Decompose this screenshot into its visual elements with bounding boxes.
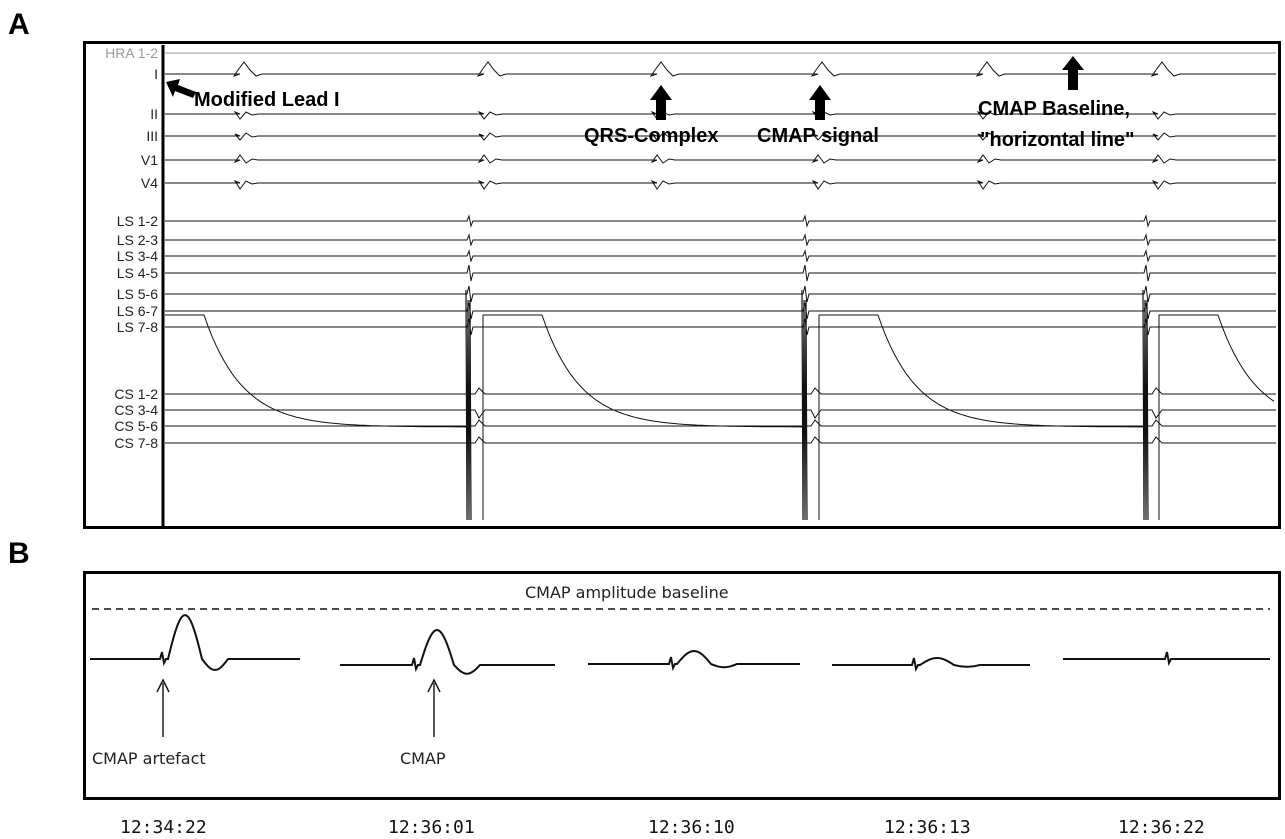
annotation-modified-lead-label: Modified Lead I [194, 89, 340, 111]
annotation-cmap-baseline: CMAP Baseline, "horizontal line" [978, 56, 1135, 151]
annotation-modified-lead: Modified Lead I [166, 79, 340, 111]
ls-lead-trace [165, 233, 1276, 247]
cs-lead-trace [165, 409, 1276, 419]
cmap-waveform [340, 629, 555, 675]
lead-label: LS 4-5 [117, 265, 158, 281]
cmap-waveform [90, 614, 300, 671]
cs-lead-trace [165, 387, 1276, 395]
timestamp-4: 12:36:13 [884, 817, 971, 838]
ls-lead-trace [165, 264, 1276, 282]
lead-label: CS 5-6 [114, 418, 158, 434]
timestamp-2: 12:36:01 [388, 817, 475, 838]
cmap-waveform-layer [90, 614, 1270, 675]
annotation-baseline-line1: CMAP Baseline, [978, 98, 1130, 120]
lead-label: II [150, 106, 158, 122]
cmap-label: CMAP [400, 749, 446, 768]
timestamp-3: 12:36:10 [648, 817, 735, 838]
arrow-left-icon [166, 79, 196, 98]
arrow-up-icon [650, 85, 672, 120]
cmap-pointer [427, 678, 441, 737]
ecg-lead-trace [165, 179, 1276, 190]
cmap-artefact-label: CMAP artefact [92, 749, 206, 768]
lead-label: LS 1-2 [117, 213, 158, 229]
annotation-qrs: QRS-Complex [584, 85, 718, 147]
stimulation-pulse-trace [818, 314, 1145, 520]
cmap-baseline-label: CMAP amplitude baseline [525, 583, 729, 602]
lead-label: HRA 1-2 [105, 45, 158, 61]
cmap-waveform [832, 657, 1030, 673]
lead-label: CS 1-2 [114, 386, 158, 402]
pacing-artefact-burst [1142, 290, 1149, 521]
ls-lead-trace [165, 285, 1276, 303]
lead-label: LS 6-7 [117, 303, 158, 319]
cmap-waveform [1063, 651, 1270, 667]
panel-a-letter: A [8, 8, 30, 41]
lead-label: I [154, 66, 158, 82]
timestamp-5: 12:36:22 [1118, 817, 1205, 838]
stimulation-pulse-trace [165, 314, 468, 520]
timestamp-1: 12:34:22 [120, 817, 207, 838]
lead-label: LS 2-3 [117, 232, 158, 248]
lead-label: V4 [141, 175, 158, 191]
annotation-cmap-signal-label: CMAP signal [757, 125, 879, 147]
ls-lead-trace [165, 318, 1276, 336]
pacing-artefact-burst [801, 290, 808, 521]
annotation-qrs-label: QRS-Complex [584, 125, 718, 147]
panel-a-ecg-recording [83, 41, 1281, 529]
ls-lead-trace [165, 249, 1276, 263]
ls-lead-trace [165, 214, 1276, 228]
cs-lead-trace [165, 419, 1276, 427]
lead-label: CS 3-4 [114, 402, 158, 418]
ecg-lead-trace [165, 110, 1276, 120]
pacing-artefact-burst [465, 290, 472, 521]
lead-label: III [146, 128, 158, 144]
stimulation-pulse-trace [482, 314, 804, 520]
cs-lead-trace [165, 436, 1276, 444]
cmap-waveform [588, 650, 800, 672]
lead-label: LS 5-6 [117, 286, 158, 302]
panel-b-letter: B [8, 537, 30, 570]
lead-label: LS 7-8 [117, 319, 158, 335]
ls-lead-trace [165, 302, 1276, 320]
ecg-lead-trace [165, 154, 1276, 164]
lead-label: V1 [141, 152, 158, 168]
trace-layer [161, 45, 1276, 526]
ecg-lead-trace [165, 61, 1276, 77]
arrow-up-icon [1062, 56, 1084, 90]
stimulation-pulse-trace [1158, 314, 1275, 520]
annotation-cmap-signal: CMAP signal [757, 85, 879, 147]
lead-label: CS 7-8 [114, 435, 158, 451]
ecg-lead-trace [165, 132, 1276, 141]
annotation-baseline-line2: "horizontal line" [980, 129, 1135, 151]
arrow-up-icon [809, 85, 831, 120]
artefact-pointer [156, 678, 170, 737]
lead-label: LS 3-4 [117, 248, 158, 264]
